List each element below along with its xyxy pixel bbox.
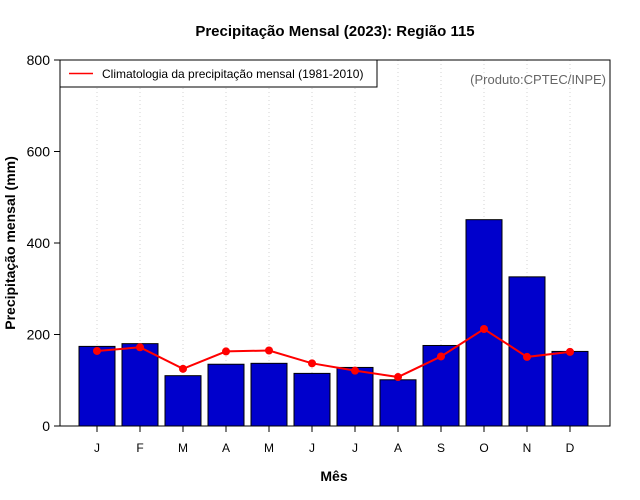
legend: Climatologia da precipitação mensal (198…: [59, 59, 378, 88]
climatology-point: [93, 346, 101, 355]
y-tick-label: 600: [27, 144, 51, 160]
x-tick-label: J: [94, 441, 100, 455]
bar: [78, 345, 116, 427]
bar: [336, 366, 374, 427]
climatology-point: [437, 352, 445, 361]
bar: [207, 363, 245, 427]
legend-box: [59, 59, 378, 88]
x-tick-label: N: [523, 441, 532, 455]
chart-title: Precipitação Mensal (2023): Região 115: [195, 23, 474, 40]
climatology-point: [351, 366, 359, 375]
bar: [465, 219, 503, 427]
x-tick-label: J: [352, 441, 358, 455]
x-tick-label: M: [264, 441, 274, 455]
x-tick-label: S: [437, 441, 445, 455]
y-axis-title: Precipitação mensal (mm): [2, 156, 18, 330]
climatology-point: [222, 347, 230, 356]
y-tick-label: 400: [27, 235, 51, 251]
x-tick-label: M: [178, 441, 188, 455]
bar: [164, 375, 202, 427]
climatology-line: [96, 327, 571, 379]
climatology-point: [265, 346, 273, 355]
climatology-point: [566, 347, 574, 356]
y-tick-label: 0: [42, 418, 50, 434]
legend-label: Climatologia da precipitação mensal (198…: [102, 67, 363, 81]
climatology-point: [308, 359, 316, 368]
y-tick-label: 800: [27, 52, 51, 68]
x-tick-label: A: [394, 441, 402, 455]
bar-series: [78, 219, 589, 427]
climatology-point: [179, 364, 187, 373]
bar: [551, 350, 589, 427]
bar: [508, 276, 546, 427]
climatology-point: [394, 373, 402, 382]
x-tick-label: D: [566, 441, 575, 455]
climatology-point: [523, 352, 531, 361]
climatology-point: [480, 325, 488, 334]
bar: [250, 362, 288, 427]
bar: [121, 343, 159, 427]
x-tick-label: A: [222, 441, 230, 455]
x-tick-label: J: [309, 441, 315, 455]
y-axis: 0 200 400 600 800: [27, 52, 60, 434]
climatology-point: [136, 343, 144, 352]
climatology-series: [93, 325, 574, 382]
y-tick-label: 200: [27, 327, 51, 343]
x-tick-label: O: [479, 441, 488, 455]
x-axis-title: Mês: [320, 468, 347, 484]
x-tick-label: F: [136, 441, 143, 455]
credit-annotation: (Produto:CPTEC/INPE): [470, 72, 606, 87]
bar: [379, 379, 417, 427]
bar: [293, 372, 331, 427]
